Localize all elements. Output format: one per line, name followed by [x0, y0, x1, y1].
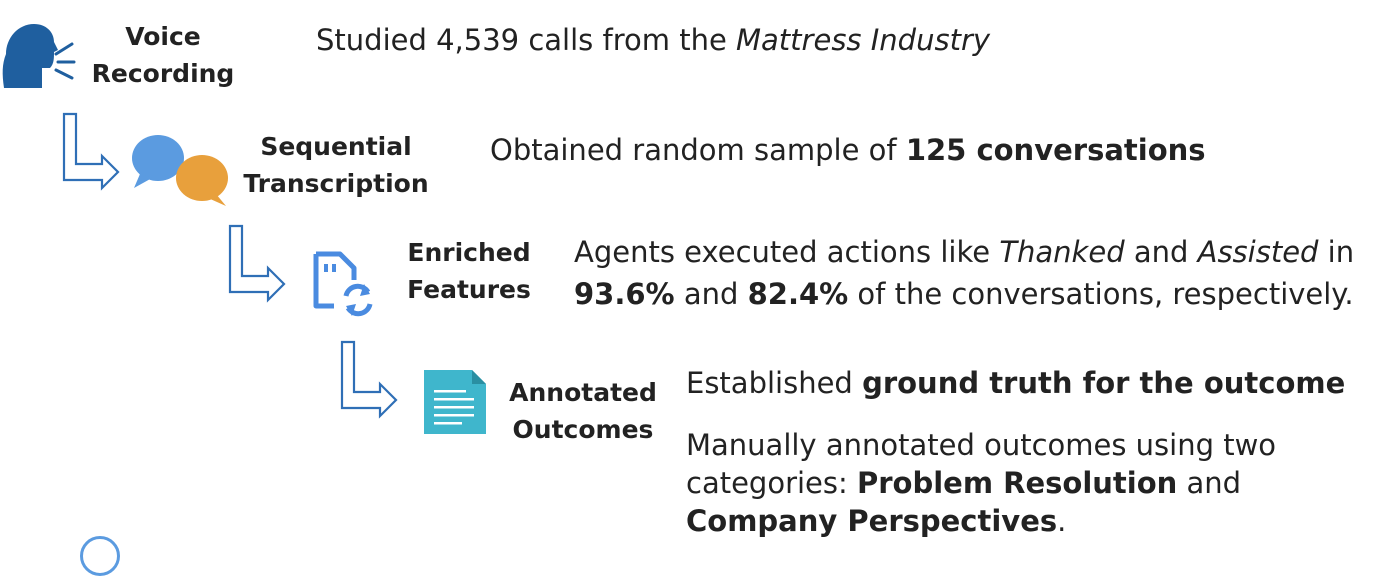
stage-extra-description-annotated-outcomes: Manually annotated outcomes using two ca…: [686, 426, 1336, 540]
stage-label-voice-recording: Voice Recording: [91, 22, 235, 88]
desc-segment: in: [1318, 235, 1355, 269]
flow-arrow-icon: [62, 112, 120, 191]
speaking-head-icon: [2, 24, 76, 88]
desc-segment: Obtained random sample of: [490, 133, 906, 167]
desc-segment: Thanked: [999, 235, 1125, 269]
desc-segment: Company Perspectives: [686, 504, 1058, 538]
desc-segment: of the conversations, respectively.: [848, 277, 1354, 311]
stage-label-sequential-transcription: Sequential Transcription: [243, 132, 429, 198]
desc-segment: Manually annotated outcomes using two ca…: [686, 428, 1277, 500]
flow-arrow-icon: [340, 340, 398, 419]
desc-segment: Assisted: [1197, 235, 1319, 269]
desc-segment: and: [674, 277, 748, 311]
desc-segment: Agents executed actions like: [574, 235, 1000, 269]
stage-description-voice-recording: Studied 4,539 calls from the Mattress In…: [316, 21, 990, 59]
stage-description-enriched-features: Agents executed actions like Thanked and…: [574, 233, 1354, 313]
desc-segment: Mattress Industry: [736, 23, 991, 57]
document-icon: [424, 370, 486, 434]
flow-arrow-icon: [228, 224, 286, 303]
desc-segment: ground truth for the outcome: [862, 366, 1346, 400]
chat-bubbles-icon: [132, 135, 228, 206]
stage-description-annotated-outcomes: Established ground truth for the outcome: [686, 364, 1345, 402]
stage-description-sequential-transcription: Obtained random sample of 125 conversati…: [490, 131, 1206, 169]
desc-segment: Problem Resolution: [857, 466, 1178, 500]
desc-segment: Established: [686, 366, 863, 400]
stage-label-enriched-features: Enriched Features: [407, 238, 531, 304]
desc-line: 93.6% and 82.4% of the conversations, re…: [574, 275, 1354, 313]
desc-segment: and: [1124, 235, 1198, 269]
desc-segment: Studied 4,539 calls from the: [316, 23, 737, 57]
desc-segment: 93.6%: [574, 277, 675, 311]
desc-segment: and: [1177, 466, 1242, 500]
desc-segment: 82.4%: [747, 277, 849, 311]
file-sync-icon: [313, 251, 373, 317]
stage-label-annotated-outcomes: Annotated Outcomes: [509, 378, 657, 444]
desc-line: Agents executed actions like Thanked and…: [574, 233, 1354, 271]
desc-segment: .: [1057, 504, 1067, 538]
decorative-circle-icon: [80, 536, 120, 576]
desc-segment: 125 conversations: [905, 133, 1206, 167]
